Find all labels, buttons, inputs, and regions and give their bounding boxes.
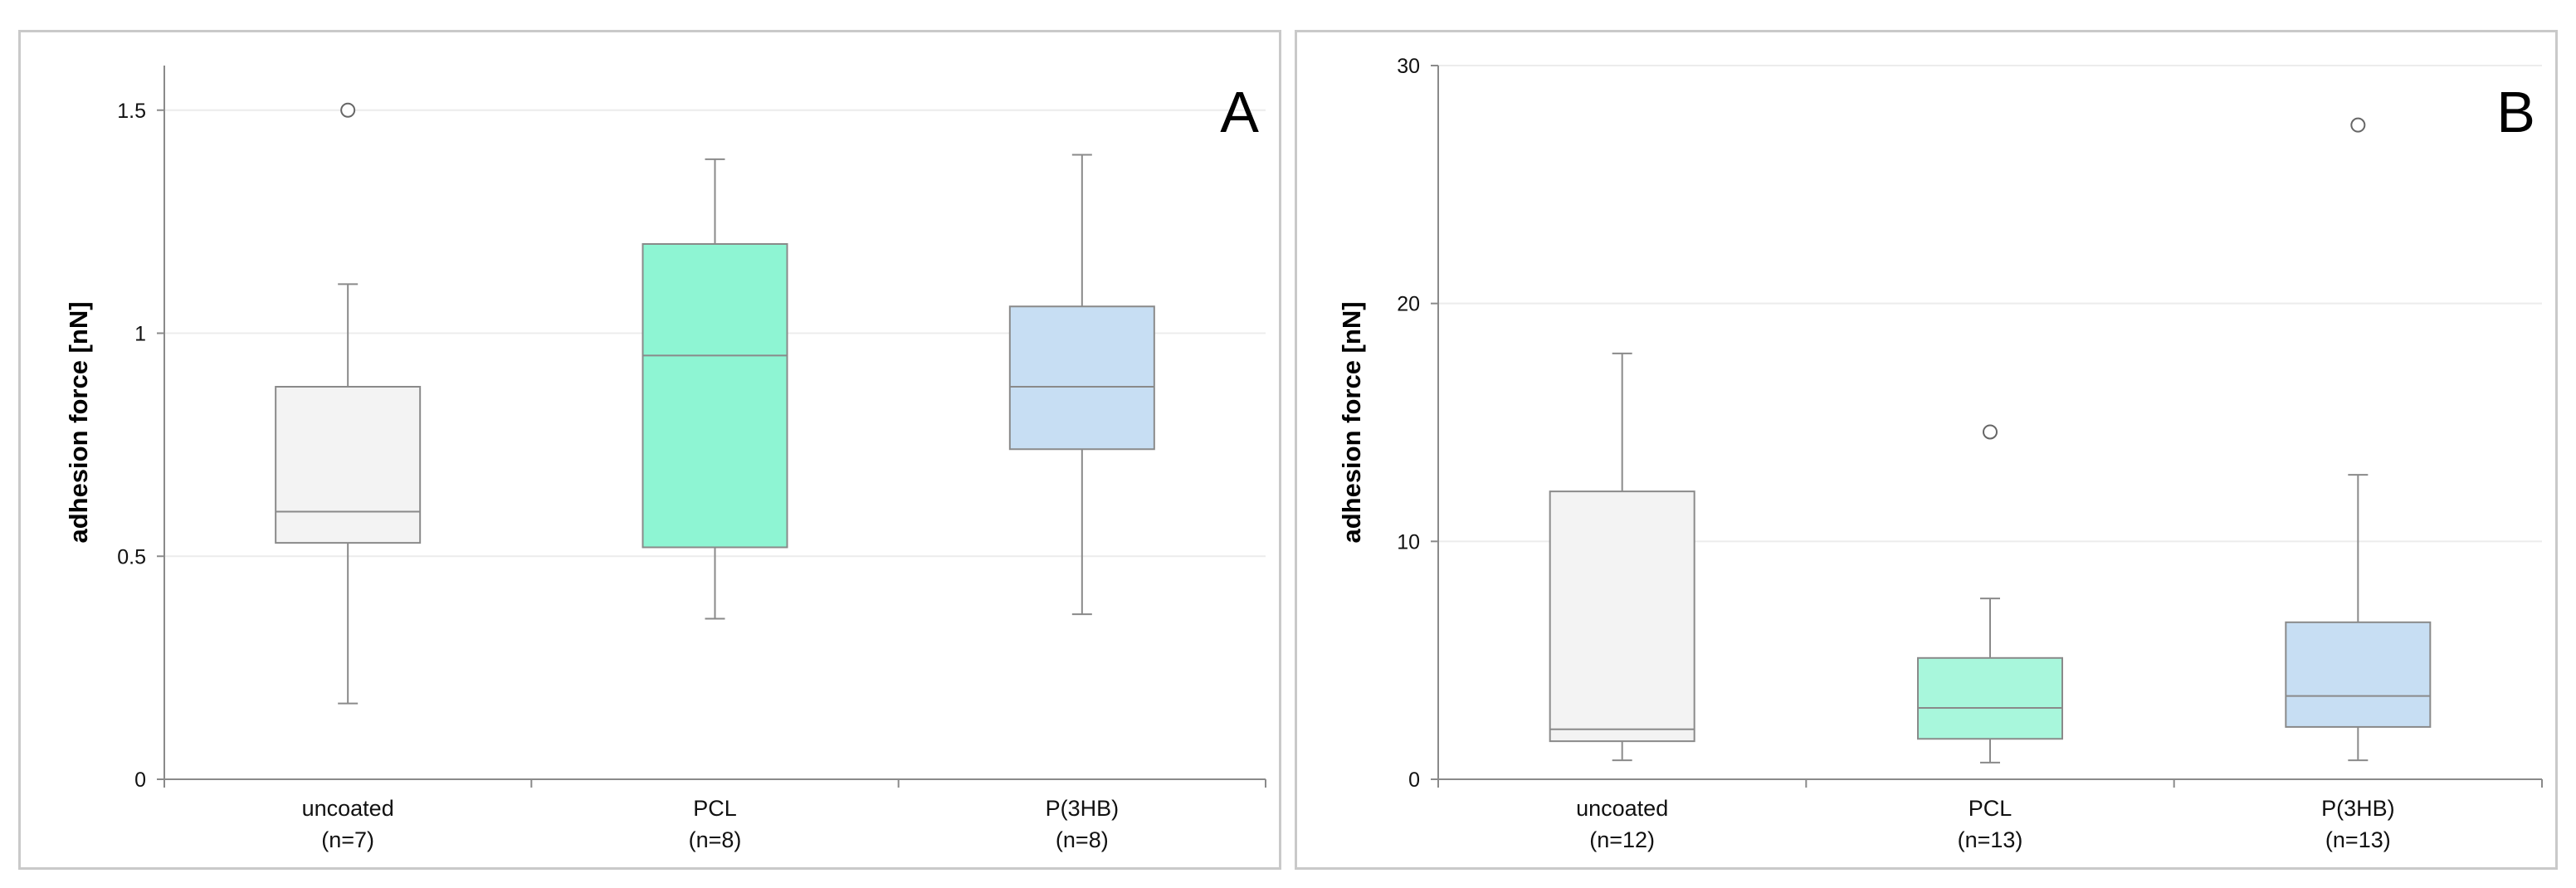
category-n-label: (n=13) (1958, 827, 2023, 852)
panel-label: B (2496, 80, 2535, 144)
category-n-label: (n=8) (689, 827, 742, 852)
box-group (2285, 117, 2432, 762)
category-label: P(3HB) (2321, 796, 2395, 821)
y-axis-label: adhesion force [nN] (1337, 301, 1366, 543)
outlier-point (2350, 117, 2366, 133)
category-n-label: (n=12) (1589, 827, 1655, 852)
box-group (642, 158, 788, 620)
category-n-label: (n=7) (321, 827, 374, 852)
category-label: uncoated (302, 796, 394, 821)
box (1008, 305, 1155, 451)
category-label: P(3HB) (1046, 796, 1120, 821)
box (275, 386, 422, 544)
box-group (1549, 352, 1695, 762)
y-tick-label: 0 (1408, 768, 1420, 792)
category-label: uncoated (1576, 796, 1668, 821)
y-tick-label: 0 (134, 768, 146, 792)
y-tick-label: 20 (1397, 293, 1420, 316)
outlier-point (340, 102, 356, 118)
box (642, 243, 788, 549)
panel-label: A (1220, 80, 1259, 144)
box-group (275, 102, 422, 705)
box (2285, 621, 2432, 728)
y-tick-label: 1 (134, 323, 146, 346)
box (1917, 656, 2063, 740)
y-tick-label: 10 (1397, 530, 1420, 554)
y-tick-label: 30 (1397, 55, 1420, 78)
y-tick-label: 1.5 (117, 100, 146, 123)
outlier-point (1983, 424, 1998, 440)
category-n-label: (n=8) (1056, 827, 1109, 852)
y-tick-label: 0.5 (117, 545, 146, 568)
box-group (1008, 154, 1155, 616)
category-label: PCL (693, 796, 737, 821)
box (1549, 490, 1695, 743)
y-axis-label: adhesion force [nN] (64, 301, 93, 543)
box-group (1917, 424, 2063, 764)
category-n-label: (n=13) (2325, 827, 2391, 852)
category-label: PCL (1969, 796, 2013, 821)
